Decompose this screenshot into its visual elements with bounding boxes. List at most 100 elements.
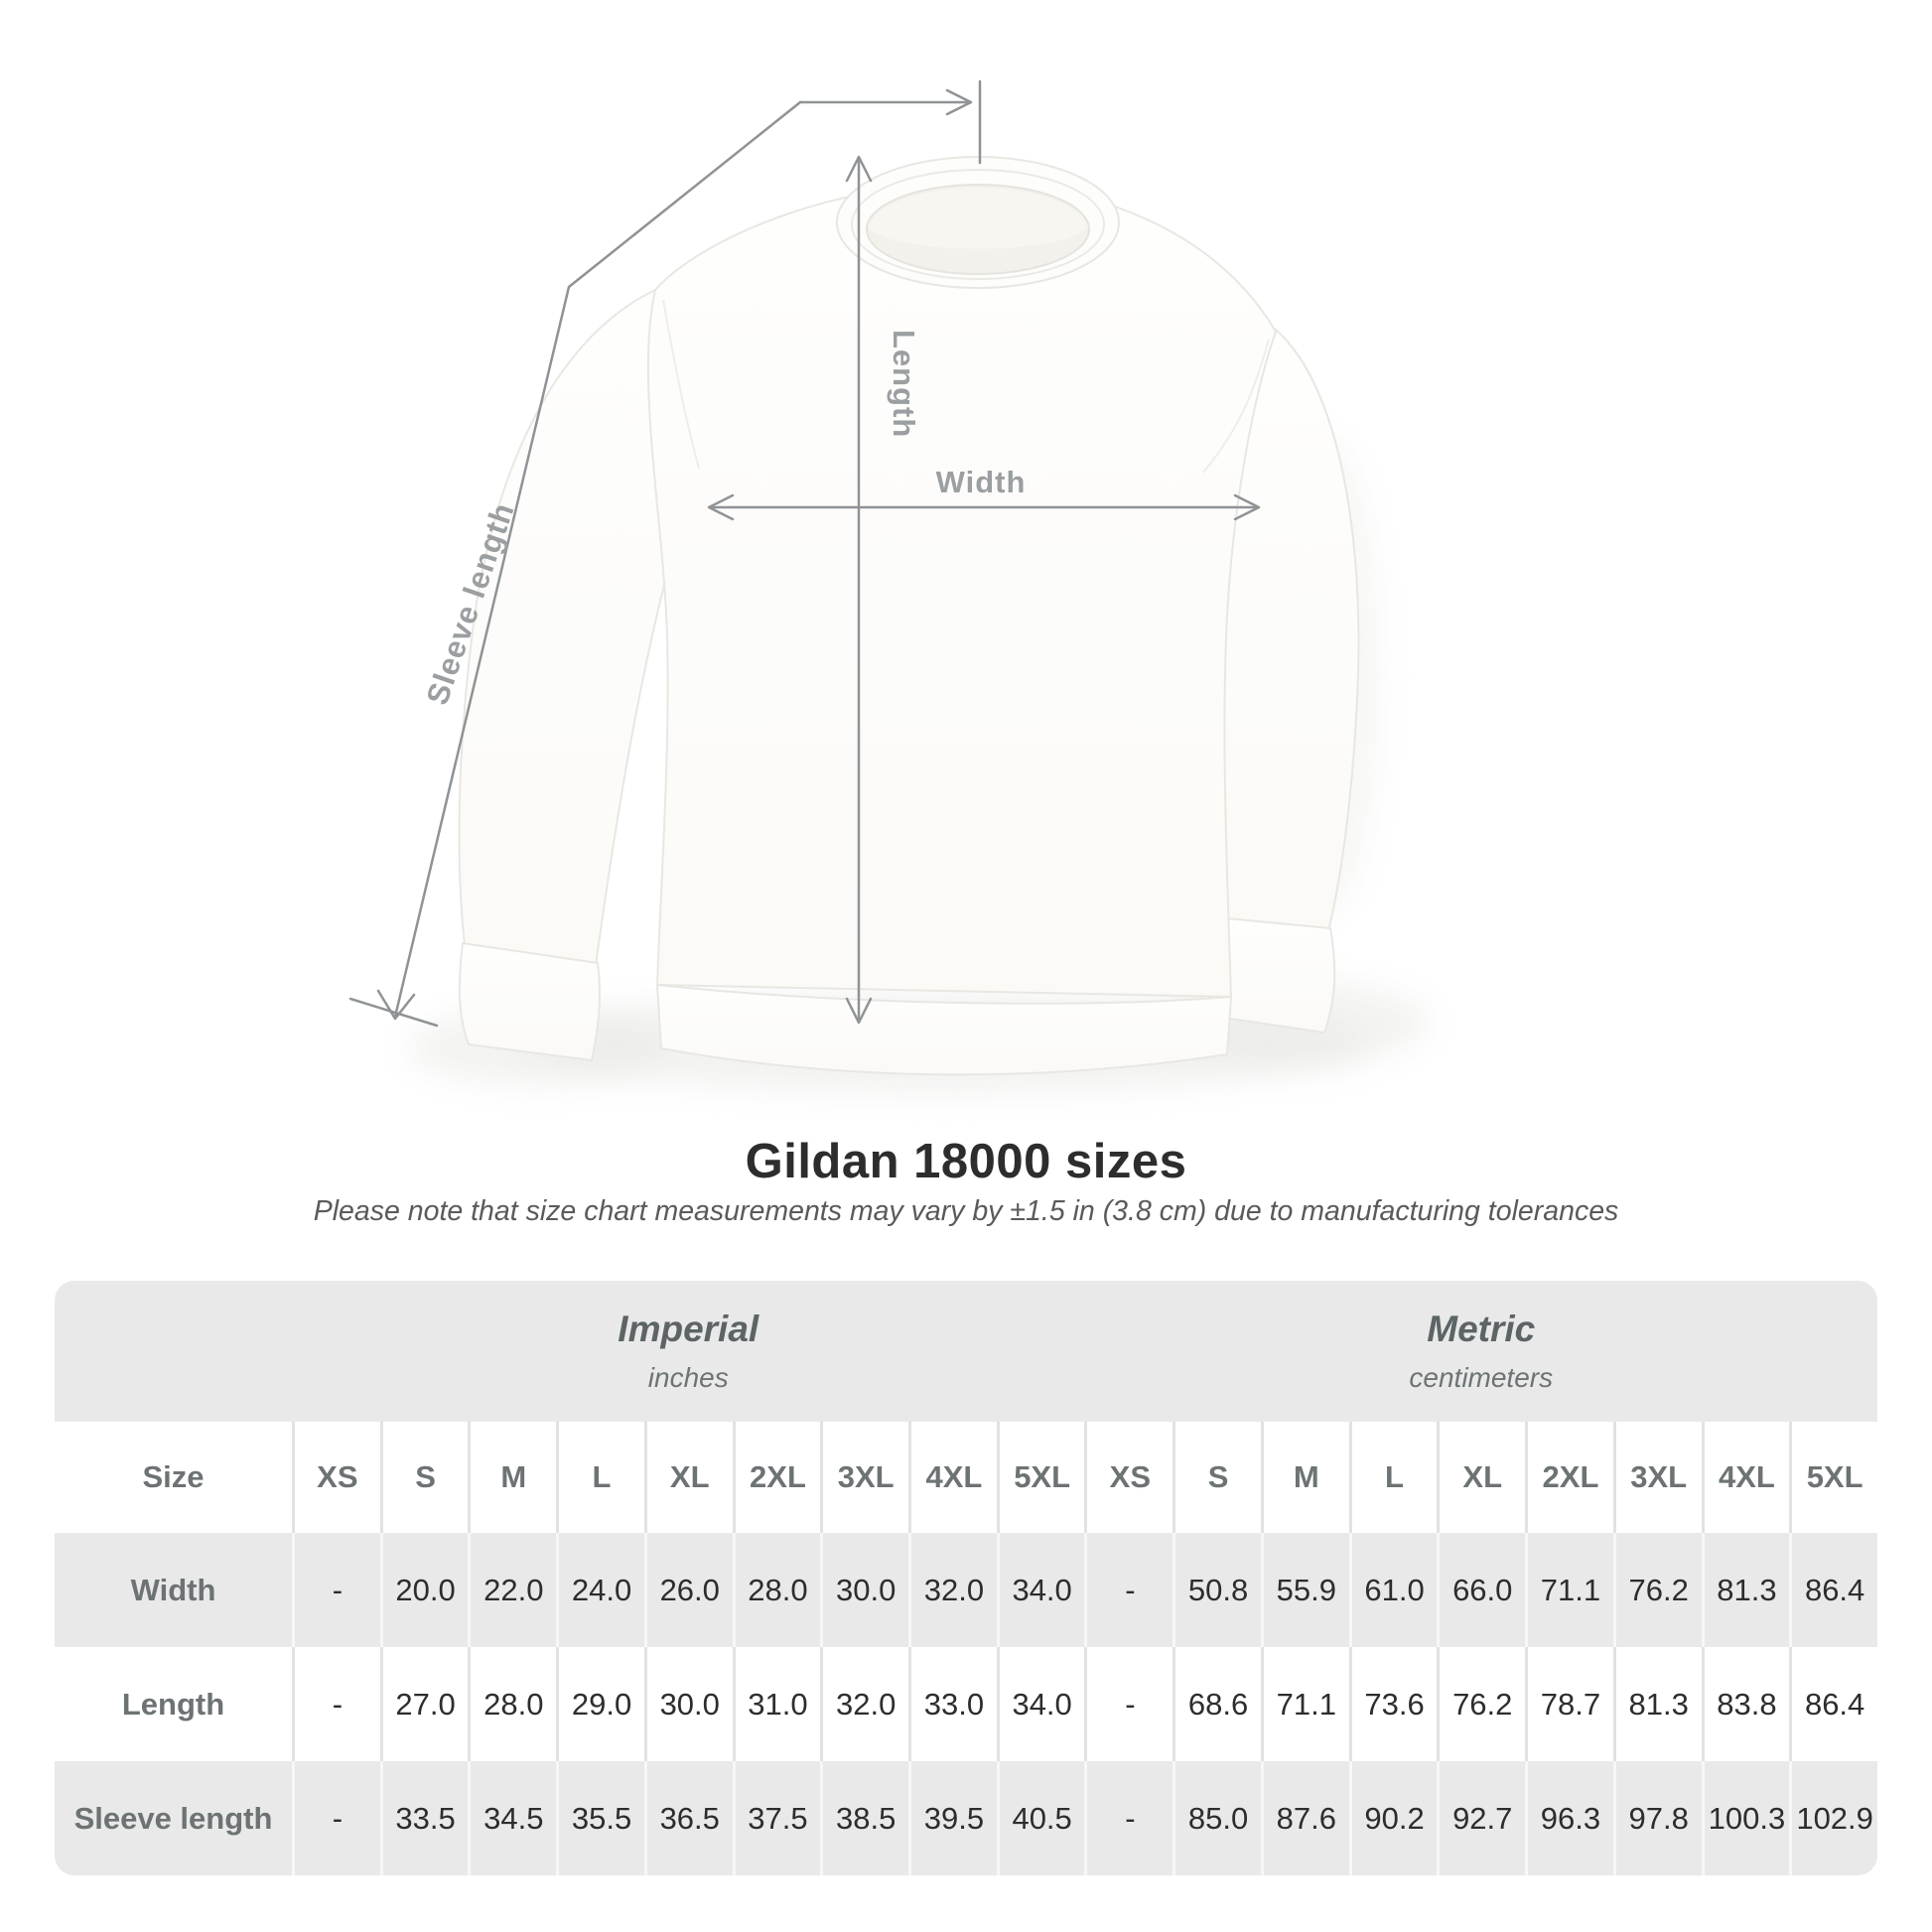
size-header-cell: XL <box>1437 1422 1525 1533</box>
body <box>646 181 1278 999</box>
length-label: Length <box>887 330 921 438</box>
arrow-right-icon <box>945 88 973 116</box>
table-cell: 27.0 <box>379 1647 469 1761</box>
table-cell: 78.7 <box>1525 1647 1613 1761</box>
table-cell: 90.2 <box>1348 1761 1438 1875</box>
table-cell: 26.0 <box>643 1533 733 1647</box>
table-row-width: Width - 20.0 22.0 24.0 26.0 28.0 30.0 32… <box>55 1533 1877 1647</box>
size-header-cell: XS <box>1084 1422 1173 1533</box>
size-header-cell: XL <box>643 1422 733 1533</box>
arrow-right-icon <box>1233 493 1261 521</box>
size-table: Imperial inches Metric centimeters Size … <box>55 1281 1877 1875</box>
unit-header-spacer <box>55 1281 292 1422</box>
table-cell: 85.0 <box>1173 1761 1261 1875</box>
size-header-cell: 3XL <box>1612 1422 1702 1533</box>
cuff-tick <box>348 997 439 1028</box>
table-cell: 34.0 <box>996 1647 1085 1761</box>
size-header-cell: L <box>1348 1422 1438 1533</box>
table-cell: 37.5 <box>732 1761 821 1875</box>
size-header-cell: 4XL <box>1701 1422 1790 1533</box>
waistband <box>655 983 1233 1076</box>
table-cell: 39.5 <box>908 1761 997 1875</box>
table-cell: - <box>1084 1761 1173 1875</box>
table-cell: 22.0 <box>468 1533 556 1647</box>
size-header-cell: S <box>1173 1422 1261 1533</box>
table-cell: 28.0 <box>468 1647 556 1761</box>
row-label: Width <box>130 1572 216 1607</box>
table-cell: 68.6 <box>1173 1647 1261 1761</box>
collar-inside-back <box>868 187 1088 249</box>
table-cell: 50.8 <box>1173 1533 1261 1647</box>
table-cell: 32.0 <box>820 1647 908 1761</box>
table-cell: 96.3 <box>1525 1761 1613 1875</box>
table-cell: 30.0 <box>820 1533 908 1647</box>
row-label: Length <box>121 1686 225 1722</box>
row-label: Sleeve length <box>73 1800 273 1836</box>
right-armhole-seam <box>1202 339 1270 474</box>
table-row-sleeve-length: Sleeve length - 33.5 34.5 35.5 36.5 37.5… <box>55 1761 1877 1875</box>
table-cell: 102.9 <box>1789 1761 1877 1875</box>
table-cell: 34.0 <box>996 1533 1085 1647</box>
table-cell: 83.8 <box>1701 1647 1790 1761</box>
table-cell: 30.0 <box>643 1647 733 1761</box>
table-cell: 87.6 <box>1260 1761 1349 1875</box>
table-row-length: Length - 27.0 28.0 29.0 30.0 31.0 32.0 3… <box>55 1647 1877 1761</box>
arrow-down-icon <box>845 997 873 1025</box>
size-header-cell: 5XL <box>1789 1422 1877 1533</box>
table-cell: 86.4 <box>1789 1647 1877 1761</box>
table-cell: 33.5 <box>379 1761 469 1875</box>
metric-header: Metric centimeters <box>1085 1281 1878 1422</box>
size-header-cell: 2XL <box>732 1422 821 1533</box>
table-cell: 81.3 <box>1701 1533 1790 1647</box>
table-cell: 86.4 <box>1789 1533 1877 1647</box>
table-cell: 97.8 <box>1612 1761 1702 1875</box>
metric-unit: centimeters <box>1409 1362 1554 1393</box>
sweatshirt-measurement-diagram: Length Width Sleeve length <box>348 79 1430 1092</box>
table-cell: - <box>292 1533 380 1647</box>
imperial-label: Imperial <box>618 1309 759 1349</box>
size-header-cell: S <box>379 1422 469 1533</box>
size-header-cell: M <box>1260 1422 1349 1533</box>
table-cell: 55.9 <box>1260 1533 1349 1647</box>
size-header-row: Size XS S M L XL 2XL 3XL 4XL 5XL XS S M … <box>55 1422 1877 1533</box>
collar-seam <box>851 169 1105 280</box>
imperial-header: Imperial inches <box>292 1281 1085 1422</box>
sleeve-length-measure <box>348 79 982 1028</box>
sweatshirt-illustration <box>458 156 1360 1076</box>
left-cuff <box>458 941 601 1062</box>
table-cell: 40.5 <box>996 1761 1085 1875</box>
measurement-lines <box>348 79 1261 1028</box>
size-header-cell: L <box>556 1422 644 1533</box>
table-cell: 29.0 <box>556 1647 644 1761</box>
arrow-left-icon <box>707 493 735 521</box>
table-cell: 38.5 <box>820 1761 908 1875</box>
table-cell: 33.0 <box>908 1647 997 1761</box>
size-header-cell: 5XL <box>996 1422 1085 1533</box>
table-cell: - <box>292 1647 380 1761</box>
left-armhole-seam <box>662 299 700 470</box>
table-cell: 61.0 <box>1348 1533 1438 1647</box>
size-header-cell: XS <box>292 1422 380 1533</box>
page-title: Gildan 18000 sizes <box>745 1135 1187 1188</box>
size-header-cell: 4XL <box>908 1422 997 1533</box>
table-cell: 76.2 <box>1612 1533 1702 1647</box>
table-cell: - <box>292 1761 380 1875</box>
table-cell: - <box>1084 1533 1173 1647</box>
table-cell: 71.1 <box>1525 1533 1613 1647</box>
imperial-unit: inches <box>647 1362 729 1393</box>
arrow-up-icon <box>845 155 873 183</box>
table-cell: 20.0 <box>379 1533 469 1647</box>
table-cell: 32.0 <box>908 1533 997 1647</box>
arrow-down-icon <box>376 989 416 1021</box>
size-header-cell: M <box>468 1422 556 1533</box>
table-cell: 34.5 <box>468 1761 556 1875</box>
table-cell: - <box>1084 1647 1173 1761</box>
table-cell: 31.0 <box>732 1647 821 1761</box>
size-header-cell: 2XL <box>1525 1422 1613 1533</box>
table-cell: 92.7 <box>1437 1761 1525 1875</box>
metric-label: Metric <box>1427 1309 1536 1349</box>
unit-header-row: Imperial inches Metric centimeters <box>55 1281 1877 1422</box>
table-cell: 28.0 <box>732 1533 821 1647</box>
length-measure <box>845 155 873 1025</box>
